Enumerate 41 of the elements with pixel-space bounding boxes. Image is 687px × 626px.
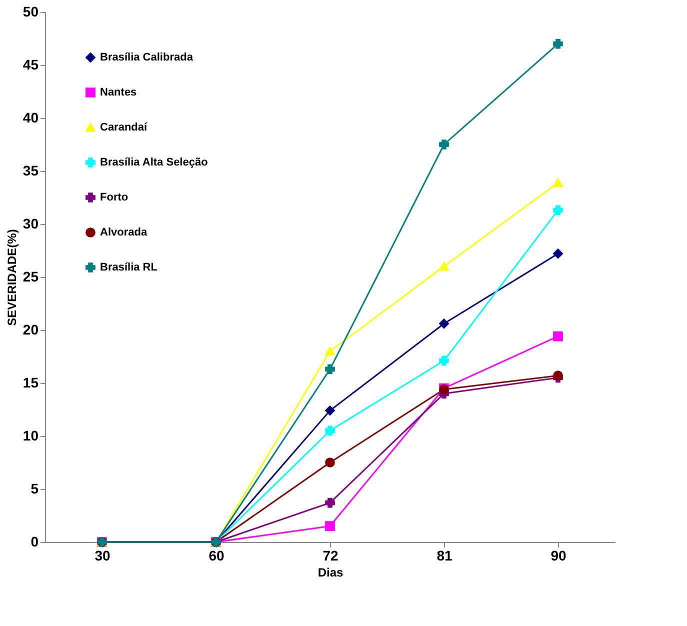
x-tick-label: 60 — [208, 548, 224, 564]
y-tick-label: 35 — [22, 162, 39, 178]
y-tick-label: 10 — [22, 428, 39, 444]
point — [325, 364, 335, 374]
point — [439, 356, 449, 366]
legend-label: Brasília RL — [100, 262, 158, 274]
point — [553, 178, 563, 188]
point — [439, 140, 449, 150]
point — [325, 346, 335, 356]
y-tick-label: 5 — [30, 480, 39, 496]
y-axis-title: SEVERIDADE(%) — [4, 229, 19, 326]
point — [325, 458, 335, 468]
point — [325, 498, 335, 508]
point — [325, 521, 335, 532]
point — [553, 331, 563, 342]
point — [439, 318, 449, 329]
y-tick-label: 50 — [22, 4, 39, 20]
point — [553, 248, 563, 259]
x-axis-title: Dias — [318, 566, 344, 580]
y-tick-label: 0 — [30, 534, 39, 550]
y-tick-label: 40 — [22, 110, 39, 126]
y-tick-label: 45 — [22, 56, 39, 72]
legend-label: Forto — [100, 192, 128, 204]
point — [325, 426, 335, 436]
legend-label: Nantes — [100, 86, 137, 98]
x-tick-label: 30 — [94, 548, 110, 564]
point — [439, 262, 449, 271]
legend-label: Brasília Alta Seleção — [100, 156, 208, 168]
legend-label: Brasília Calibrada — [100, 52, 194, 64]
legend-label: Alvorada — [100, 226, 148, 238]
x-tick-label: 90 — [550, 548, 566, 564]
y-tick-label: 15 — [22, 374, 39, 390]
x-tick-label: 81 — [436, 548, 452, 564]
y-tick-label: 25 — [22, 268, 39, 284]
y-tick-label: 20 — [22, 322, 39, 338]
legend-label: Carandaí — [100, 122, 148, 134]
point — [553, 38, 563, 49]
y-tick-label: 30 — [22, 216, 39, 232]
point — [325, 406, 335, 416]
point — [553, 205, 563, 216]
x-tick-label: 72 — [322, 548, 338, 564]
